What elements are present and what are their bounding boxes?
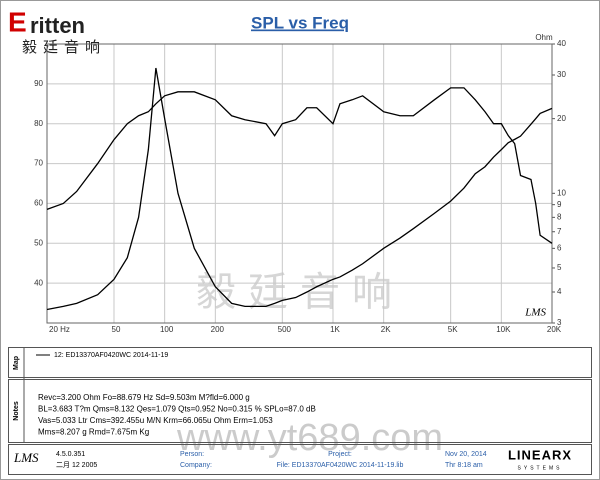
note-line: BL=3.683 T?m Qms=8.132 Qes=1.079 Qts=0.9… <box>38 405 316 414</box>
maker-sub: SYSTEMS <box>518 465 563 471</box>
logo-mark: E <box>8 6 27 37</box>
logo: ritten <box>30 13 85 38</box>
y-tick-label: 90 <box>34 79 43 88</box>
y-tick-label: 50 <box>34 238 43 247</box>
person: Person: <box>180 451 204 458</box>
y2-tick-label: 3 <box>557 318 562 327</box>
x-tick-label: 20K <box>547 325 562 334</box>
legend-entry: 12: ED13370AF0420WC 2014-11-19 <box>54 352 168 359</box>
x-tick-label: 1K <box>330 325 340 334</box>
version: 4.5.0.351 <box>56 451 85 458</box>
logo-cn: 毅廷音响 <box>22 39 106 56</box>
plot-brand: LMS <box>524 307 546 319</box>
x-tick-label: 10K <box>496 325 511 334</box>
plot-frame <box>46 43 553 324</box>
footer-brand: LMS <box>13 450 39 465</box>
note-line: Mms=8.207 g Rmd=7.675m Kg <box>38 428 149 437</box>
file: File: ED13370AF0420WC 2014-11-19.lib <box>277 462 404 469</box>
time: Thr 8:18 am <box>445 462 483 469</box>
y2-tick-label: 7 <box>557 227 562 236</box>
y-tick-label: 70 <box>34 159 43 168</box>
x-tick-label: 5K <box>448 325 458 334</box>
maker: LINEARX <box>508 447 572 462</box>
watermark-url: www.yt689.com <box>176 417 443 459</box>
company: Company: <box>180 462 212 469</box>
y-tick-label: 60 <box>34 199 43 208</box>
map-label: Map <box>13 356 20 370</box>
project: Project: <box>328 451 352 458</box>
chart-title: SPL vs Freq <box>251 13 349 32</box>
x-tick-label: 200 <box>211 325 225 334</box>
map-panel <box>8 347 592 378</box>
y-tick-label: 80 <box>34 119 43 128</box>
x-tick-label: 2K <box>381 325 391 334</box>
release-date: 二月 12 2005 <box>56 461 97 469</box>
x-tick-label: 50 <box>112 325 121 334</box>
y2-tick-label: 6 <box>557 243 562 252</box>
y2-tick-label: 40 <box>557 39 566 48</box>
notes-panel <box>8 379 592 443</box>
y2-tick-label: 5 <box>557 263 562 272</box>
y2-tick-label: 20 <box>557 114 566 123</box>
x-tick-label: 500 <box>278 325 292 334</box>
x-tick-label: 20 Hz <box>49 325 70 334</box>
y2-tick-label: 10 <box>557 188 566 197</box>
y2-axis-title: Ohm <box>535 33 553 42</box>
y2-tick-label: 4 <box>557 287 562 296</box>
y-tick-label: 40 <box>34 278 43 287</box>
note-line: Revc=3.200 Ohm Fo=88.679 Hz Sd=9.503m M?… <box>38 393 250 402</box>
note-line: Vas=5.033 Ltr Cms=392.455u M/N Krm=66.06… <box>38 416 273 425</box>
y2-tick-label: 30 <box>557 70 566 79</box>
y2-tick-label: 8 <box>557 212 562 221</box>
x-tick-label: 100 <box>160 325 174 334</box>
series-line <box>46 67 553 311</box>
watermark-cn: 毅廷音响 <box>196 271 404 315</box>
y2-tick-label: 9 <box>557 200 562 209</box>
today: Nov 20, 2014 <box>445 451 487 458</box>
footer-panel <box>8 444 592 475</box>
notes-label: Notes <box>13 401 20 421</box>
series-line <box>46 87 553 244</box>
